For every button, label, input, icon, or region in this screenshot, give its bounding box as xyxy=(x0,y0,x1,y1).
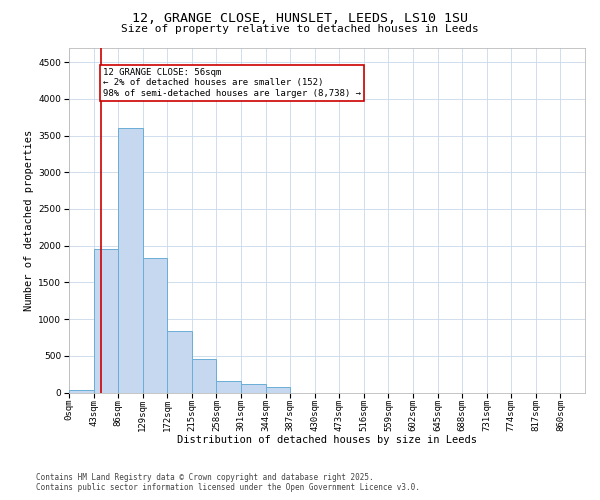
Text: 12 GRANGE CLOSE: 56sqm
← 2% of detached houses are smaller (152)
98% of semi-det: 12 GRANGE CLOSE: 56sqm ← 2% of detached … xyxy=(103,68,361,98)
Bar xyxy=(143,258,167,392)
Y-axis label: Number of detached properties: Number of detached properties xyxy=(24,130,34,310)
Text: Contains HM Land Registry data © Crown copyright and database right 2025.
Contai: Contains HM Land Registry data © Crown c… xyxy=(36,473,420,492)
Bar xyxy=(69,390,94,392)
Bar xyxy=(266,388,290,392)
X-axis label: Distribution of detached houses by size in Leeds: Distribution of detached houses by size … xyxy=(177,435,477,445)
Bar xyxy=(167,331,192,392)
Bar xyxy=(94,250,118,392)
Text: 12, GRANGE CLOSE, HUNSLET, LEEDS, LS10 1SU: 12, GRANGE CLOSE, HUNSLET, LEEDS, LS10 1… xyxy=(132,12,468,26)
Bar xyxy=(241,384,266,392)
Bar xyxy=(118,128,143,392)
Bar xyxy=(192,360,217,392)
Bar xyxy=(217,381,241,392)
Text: Size of property relative to detached houses in Leeds: Size of property relative to detached ho… xyxy=(121,24,479,34)
